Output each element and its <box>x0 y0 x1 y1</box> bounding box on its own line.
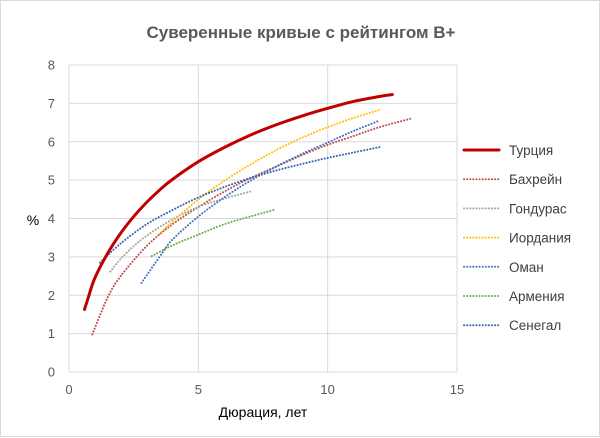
y-tick-label-6: 6 <box>48 134 55 149</box>
y-tick-label-5: 5 <box>48 173 55 188</box>
legend: Турция Бахрейн Гондурас Иордания Оман Армения… <box>462 143 571 333</box>
x-tick-label-0: 0 <box>65 382 72 397</box>
y-axis-label: % <box>27 212 39 228</box>
chart-title: Суверенные кривые с рейтингом B+ <box>146 23 455 42</box>
legend-label-2: Бахрейн <box>509 172 562 187</box>
gridlines <box>68 64 458 373</box>
series-line-6 <box>150 208 277 258</box>
y-tick-label-3: 3 <box>48 249 55 264</box>
legend-label-1: Турция <box>509 143 553 158</box>
y-tick-label-1: 1 <box>48 326 55 341</box>
series-line-3 <box>109 190 252 273</box>
series-lines <box>83 93 412 336</box>
legend-label-3: Гондурас <box>509 201 567 216</box>
x-tick-label-1: 5 <box>195 382 202 397</box>
y-tick-label-2: 2 <box>48 288 55 303</box>
y-tick-label-0: 0 <box>48 365 55 380</box>
legend-label-6: Армения <box>509 289 565 304</box>
series-line-2 <box>91 117 412 336</box>
x-tick-label-3: 15 <box>450 382 464 397</box>
series-line-7 <box>99 146 381 264</box>
legend-label-5: Оман <box>509 260 544 275</box>
tick-labels: 0 1 2 3 4 5 6 7 8 0 5 10 15 <box>48 58 464 398</box>
x-tick-label-2: 10 <box>320 382 334 397</box>
series-line-1 <box>83 93 394 311</box>
series-line-5 <box>140 119 381 284</box>
legend-label-4: Иордания <box>509 231 571 246</box>
legend-label-7: Сенегал <box>509 318 561 333</box>
y-tick-label-7: 7 <box>48 96 55 111</box>
x-axis-label: Дюрация, лет <box>219 404 308 420</box>
y-tick-label-4: 4 <box>48 211 55 226</box>
y-tick-label-8: 8 <box>48 58 55 73</box>
series-line-4 <box>158 108 381 235</box>
